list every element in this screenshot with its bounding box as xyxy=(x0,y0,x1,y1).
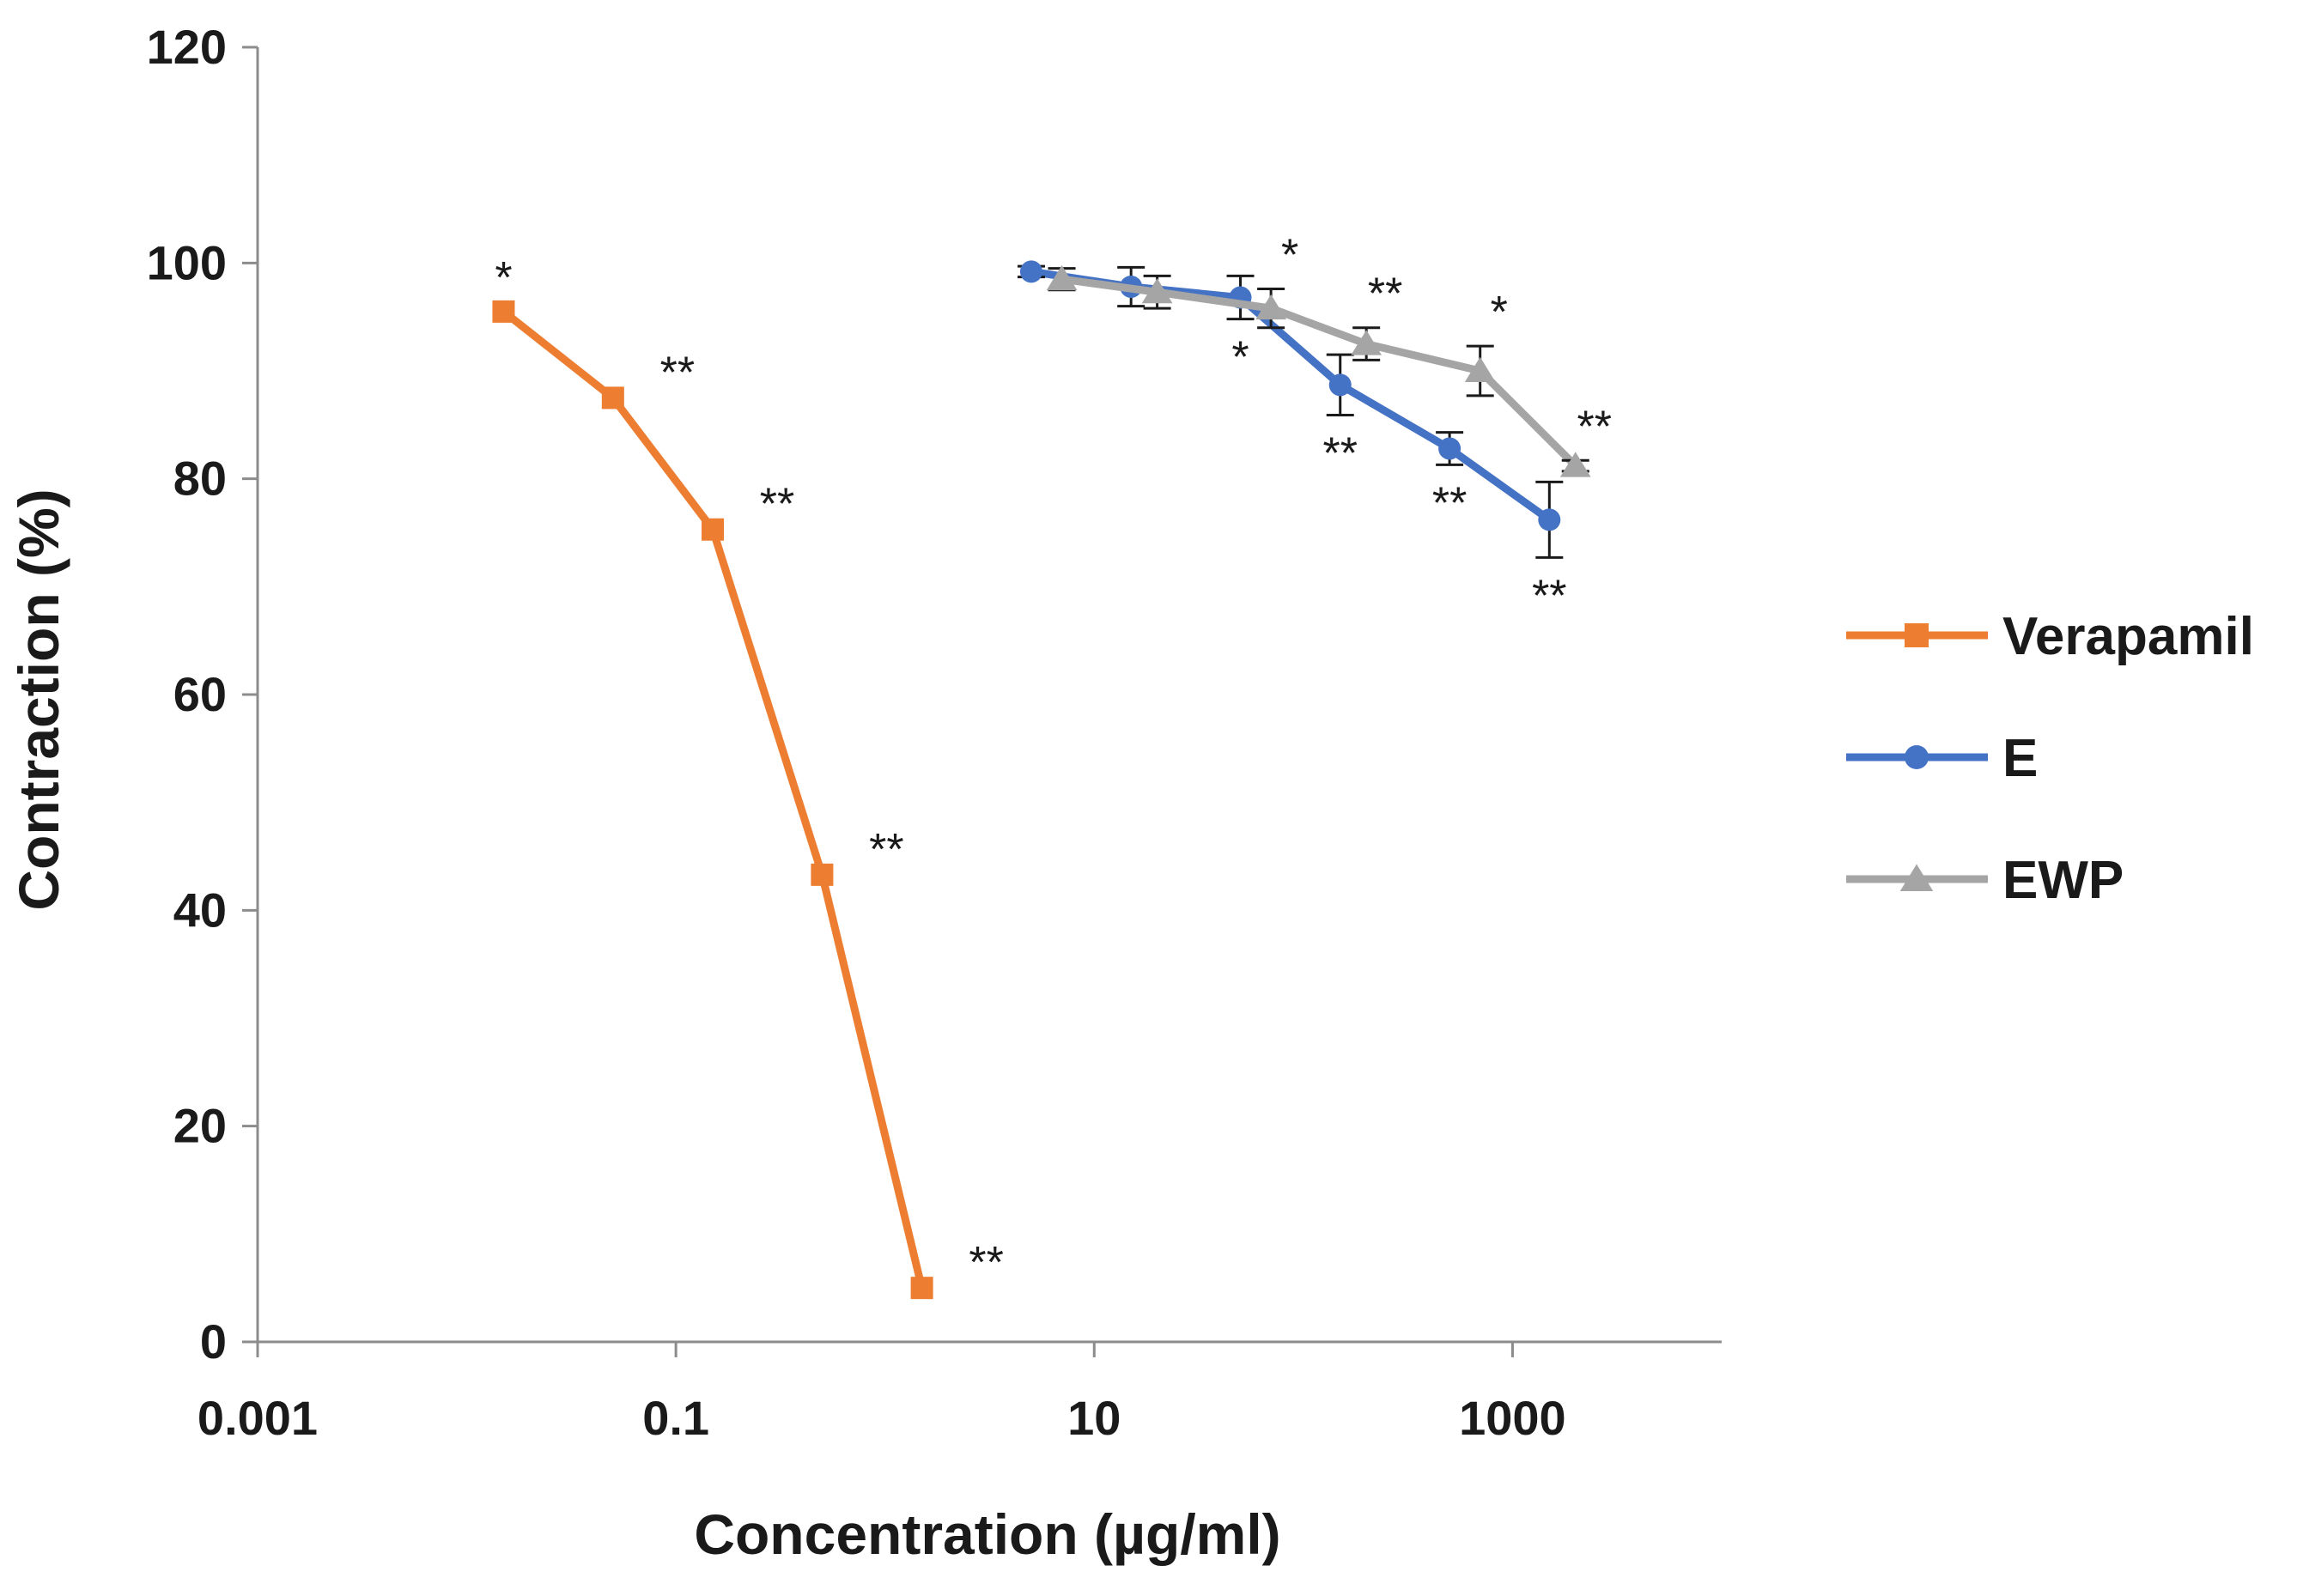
legend-label: Verapamil xyxy=(2002,607,2254,666)
data-point-square xyxy=(601,386,624,410)
data-point-square xyxy=(492,300,515,323)
legend: Verapamil E EWP xyxy=(1846,607,2254,910)
data-point-triangle xyxy=(1255,294,1287,320)
significance-label: ** xyxy=(660,348,695,397)
y-tick-label: 20 xyxy=(173,1099,227,1153)
data-point-circle xyxy=(1019,260,1042,283)
y-tick-label: 60 xyxy=(173,667,227,721)
legend-item-ewp: EWP xyxy=(1846,851,2124,910)
legend-label: EWP xyxy=(2002,851,2124,910)
series-layer: ******************* *** xyxy=(492,230,1612,1300)
data-point-square xyxy=(811,863,834,886)
significance-label: * xyxy=(495,253,512,303)
significance-label: ** xyxy=(969,1238,1003,1288)
data-point-triangle xyxy=(1464,356,1496,382)
data-point-triangle xyxy=(1559,452,1591,477)
legend-item-e: E xyxy=(1846,729,2038,788)
y-tick-label: 120 xyxy=(147,20,227,74)
y-ticks: 0 20 40 60 80 100 120 xyxy=(147,20,258,1368)
significance-label: ** xyxy=(760,480,794,530)
x-tick-label: 1000 xyxy=(1459,1391,1566,1445)
series-line xyxy=(499,307,927,1292)
y-tick-label: 80 xyxy=(173,452,227,506)
significance-label: ** xyxy=(1368,270,1402,319)
y-tick-label: 100 xyxy=(147,235,227,289)
data-point-circle xyxy=(1538,508,1561,531)
x-axis-title: Concentration (µg/ml) xyxy=(694,1502,1280,1566)
x-tick-label: 10 xyxy=(1067,1391,1121,1445)
data-point-square xyxy=(702,518,725,541)
y-tick-label: 40 xyxy=(173,883,227,937)
data-point-square xyxy=(1905,623,1929,647)
data-point-square xyxy=(910,1277,933,1300)
series-line xyxy=(1058,275,1580,470)
x-tick-label: 0.1 xyxy=(642,1391,709,1445)
x-tick-label: 0.001 xyxy=(197,1391,318,1445)
significance-label: * xyxy=(1281,230,1298,280)
data-point-triangle xyxy=(1351,330,1382,355)
significance-label: * xyxy=(1491,288,1508,337)
axes: 0 20 40 60 80 100 120 0.001 0.1 10 1000 xyxy=(147,20,1722,1445)
data-point-triangle xyxy=(1141,278,1173,304)
data-point-circle xyxy=(1438,437,1461,460)
significance-label: ** xyxy=(1323,429,1358,479)
series-verapamil: ********* xyxy=(492,253,1004,1300)
y-tick-label: 0 xyxy=(200,1314,227,1368)
significance-label: * xyxy=(1231,333,1249,383)
legend-item-verapamil: Verapamil xyxy=(1846,607,2254,666)
data-point-triangle xyxy=(1046,264,1078,291)
significance-label: ** xyxy=(1532,571,1566,621)
significance-label: ** xyxy=(1432,478,1467,528)
legend-label: E xyxy=(2002,729,2038,788)
significance-label: ** xyxy=(1577,402,1612,452)
data-point-circle xyxy=(1328,373,1352,397)
y-axis-title: Contraction (%) xyxy=(7,489,70,910)
data-point-triangle xyxy=(1899,864,1934,891)
x-ticks: 0.001 0.1 10 1000 xyxy=(197,1342,1566,1445)
data-point-circle xyxy=(1905,745,1929,769)
series-ewp: *** *** xyxy=(1046,230,1612,477)
significance-label: ** xyxy=(869,825,903,875)
